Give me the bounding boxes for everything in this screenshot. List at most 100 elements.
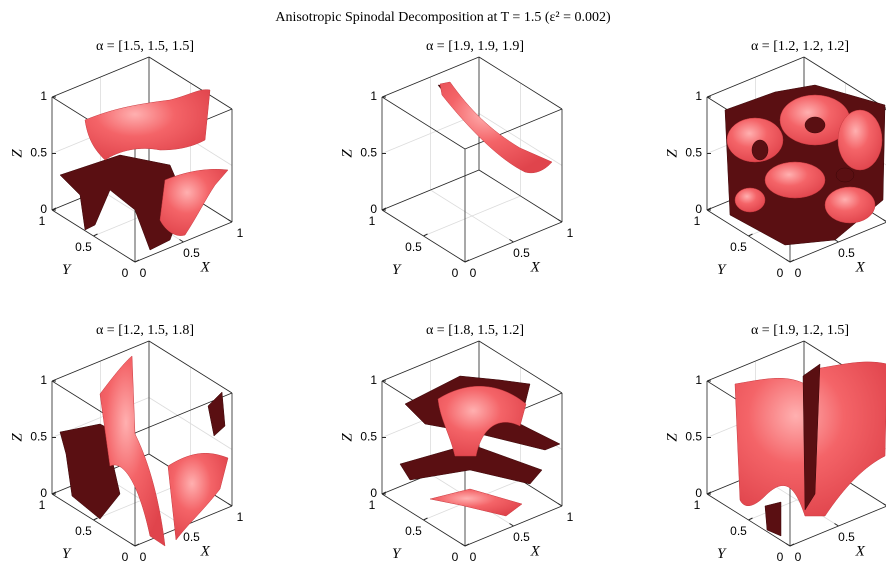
- x-tick-label: 1: [567, 510, 574, 524]
- z-axis-label: Z: [664, 433, 680, 442]
- z-axis-label: Z: [9, 149, 25, 158]
- z-axis-label: Z: [339, 433, 355, 442]
- y-tick-label: 1: [369, 214, 376, 228]
- surface: [440, 82, 552, 173]
- x-tick-label: 0.5: [513, 530, 530, 544]
- x-tick-label: 0.5: [183, 246, 200, 260]
- surface: [765, 502, 781, 536]
- x-tick-label: 0: [470, 266, 477, 280]
- y-tick-label: 0: [452, 266, 459, 280]
- z-axis-label: Z: [339, 149, 355, 158]
- x-tick-label: 0: [795, 550, 802, 564]
- x-tick-label: 0.5: [183, 530, 200, 544]
- y-tick-label: 0.5: [75, 524, 92, 538]
- tick-mark: [510, 524, 514, 527]
- y-tick-label: 0.5: [730, 524, 747, 538]
- tick-mark: [131, 260, 135, 263]
- x-axis-label: X: [855, 259, 866, 275]
- tick-mark: [835, 524, 839, 527]
- y-tick-label: 1: [369, 498, 376, 512]
- z-tick-label: 0: [40, 486, 47, 500]
- panel-title: α = [1.2, 1.5, 1.8]: [96, 323, 194, 338]
- y-tick-label: 0.5: [730, 240, 747, 254]
- y-axis-label: Y: [62, 262, 72, 278]
- z-tick-label: 1: [370, 89, 377, 103]
- surface: [805, 117, 825, 133]
- tick-mark: [228, 220, 232, 223]
- surface: [735, 188, 765, 212]
- x-tick-label: 1: [237, 226, 244, 240]
- z-tick-label: 0: [370, 486, 377, 500]
- z-axis-label: Z: [9, 433, 25, 442]
- y-axis-label: Y: [717, 262, 727, 278]
- surface: [838, 110, 882, 170]
- y-tick-label: 0: [777, 550, 784, 564]
- y-tick-label: 1: [39, 498, 46, 512]
- x-tick-label: 1: [237, 510, 244, 524]
- tick-mark: [131, 544, 135, 547]
- y-tick-label: 0: [777, 266, 784, 280]
- z-tick-label: 1: [40, 373, 47, 387]
- y-tick-label: 1: [39, 214, 46, 228]
- surface: [168, 453, 228, 540]
- z-tick-label: 1: [695, 373, 702, 387]
- surface: [836, 168, 854, 182]
- y-tick-label: 1: [694, 498, 701, 512]
- z-tick-label: 0.5: [360, 430, 377, 444]
- x-tick-label: 1: [567, 226, 574, 240]
- z-tick-label: 0.5: [360, 146, 377, 160]
- x-tick-label: 0: [470, 550, 477, 564]
- panel-title: α = [1.2, 1.2, 1.2]: [751, 39, 849, 54]
- tick-mark: [786, 260, 790, 263]
- tick-mark: [786, 544, 790, 547]
- y-tick-label: 0.5: [75, 240, 92, 254]
- panel: 00.5100.5100.51XYZα = [1.2, 1.5, 1.8]: [9, 323, 243, 564]
- tick-mark: [461, 260, 465, 263]
- figure-title: Anisotropic Spinodal Decomposition at T …: [275, 10, 611, 25]
- surface: [752, 140, 768, 160]
- y-tick-label: 0: [122, 266, 129, 280]
- surface: [160, 169, 228, 235]
- y-axis-label: Y: [62, 546, 72, 562]
- y-axis-label: Y: [392, 546, 402, 562]
- y-tick-label: 0: [122, 550, 129, 564]
- z-tick-label: 0: [695, 486, 702, 500]
- x-axis-label: X: [530, 259, 541, 275]
- x-tick-label: 0.5: [838, 530, 855, 544]
- panel-title: α = [1.8, 1.5, 1.2]: [426, 323, 524, 338]
- grid-line: [424, 196, 521, 236]
- tick-mark: [228, 504, 232, 507]
- z-tick-label: 0: [695, 202, 702, 216]
- y-tick-label: 0.5: [405, 240, 422, 254]
- x-tick-label: 0.5: [513, 246, 530, 260]
- tick-mark: [510, 240, 514, 243]
- x-tick-label: 0: [140, 266, 147, 280]
- panel-title: α = [1.5, 1.5, 1.5]: [96, 39, 194, 54]
- x-axis-label: X: [200, 259, 211, 275]
- tick-mark: [558, 504, 562, 507]
- surface: [825, 187, 875, 223]
- surface: [438, 386, 526, 456]
- z-tick-label: 0.5: [685, 430, 702, 444]
- x-axis-label: X: [530, 543, 541, 559]
- panel-title: α = [1.9, 1.2, 1.5]: [751, 323, 849, 338]
- y-tick-label: 0: [452, 550, 459, 564]
- z-tick-label: 1: [40, 89, 47, 103]
- z-axis-label: Z: [664, 149, 680, 158]
- surface: [208, 392, 225, 436]
- panel-title: α = [1.9, 1.9, 1.9]: [426, 39, 524, 54]
- z-tick-label: 1: [370, 373, 377, 387]
- z-tick-label: 0: [370, 202, 377, 216]
- surface: [85, 90, 210, 160]
- z-tick-label: 0.5: [30, 430, 47, 444]
- y-axis-label: Y: [392, 262, 402, 278]
- surface: [765, 162, 825, 198]
- tick-mark: [461, 544, 465, 547]
- x-tick-label: 0: [795, 266, 802, 280]
- y-tick-label: 1: [694, 214, 701, 228]
